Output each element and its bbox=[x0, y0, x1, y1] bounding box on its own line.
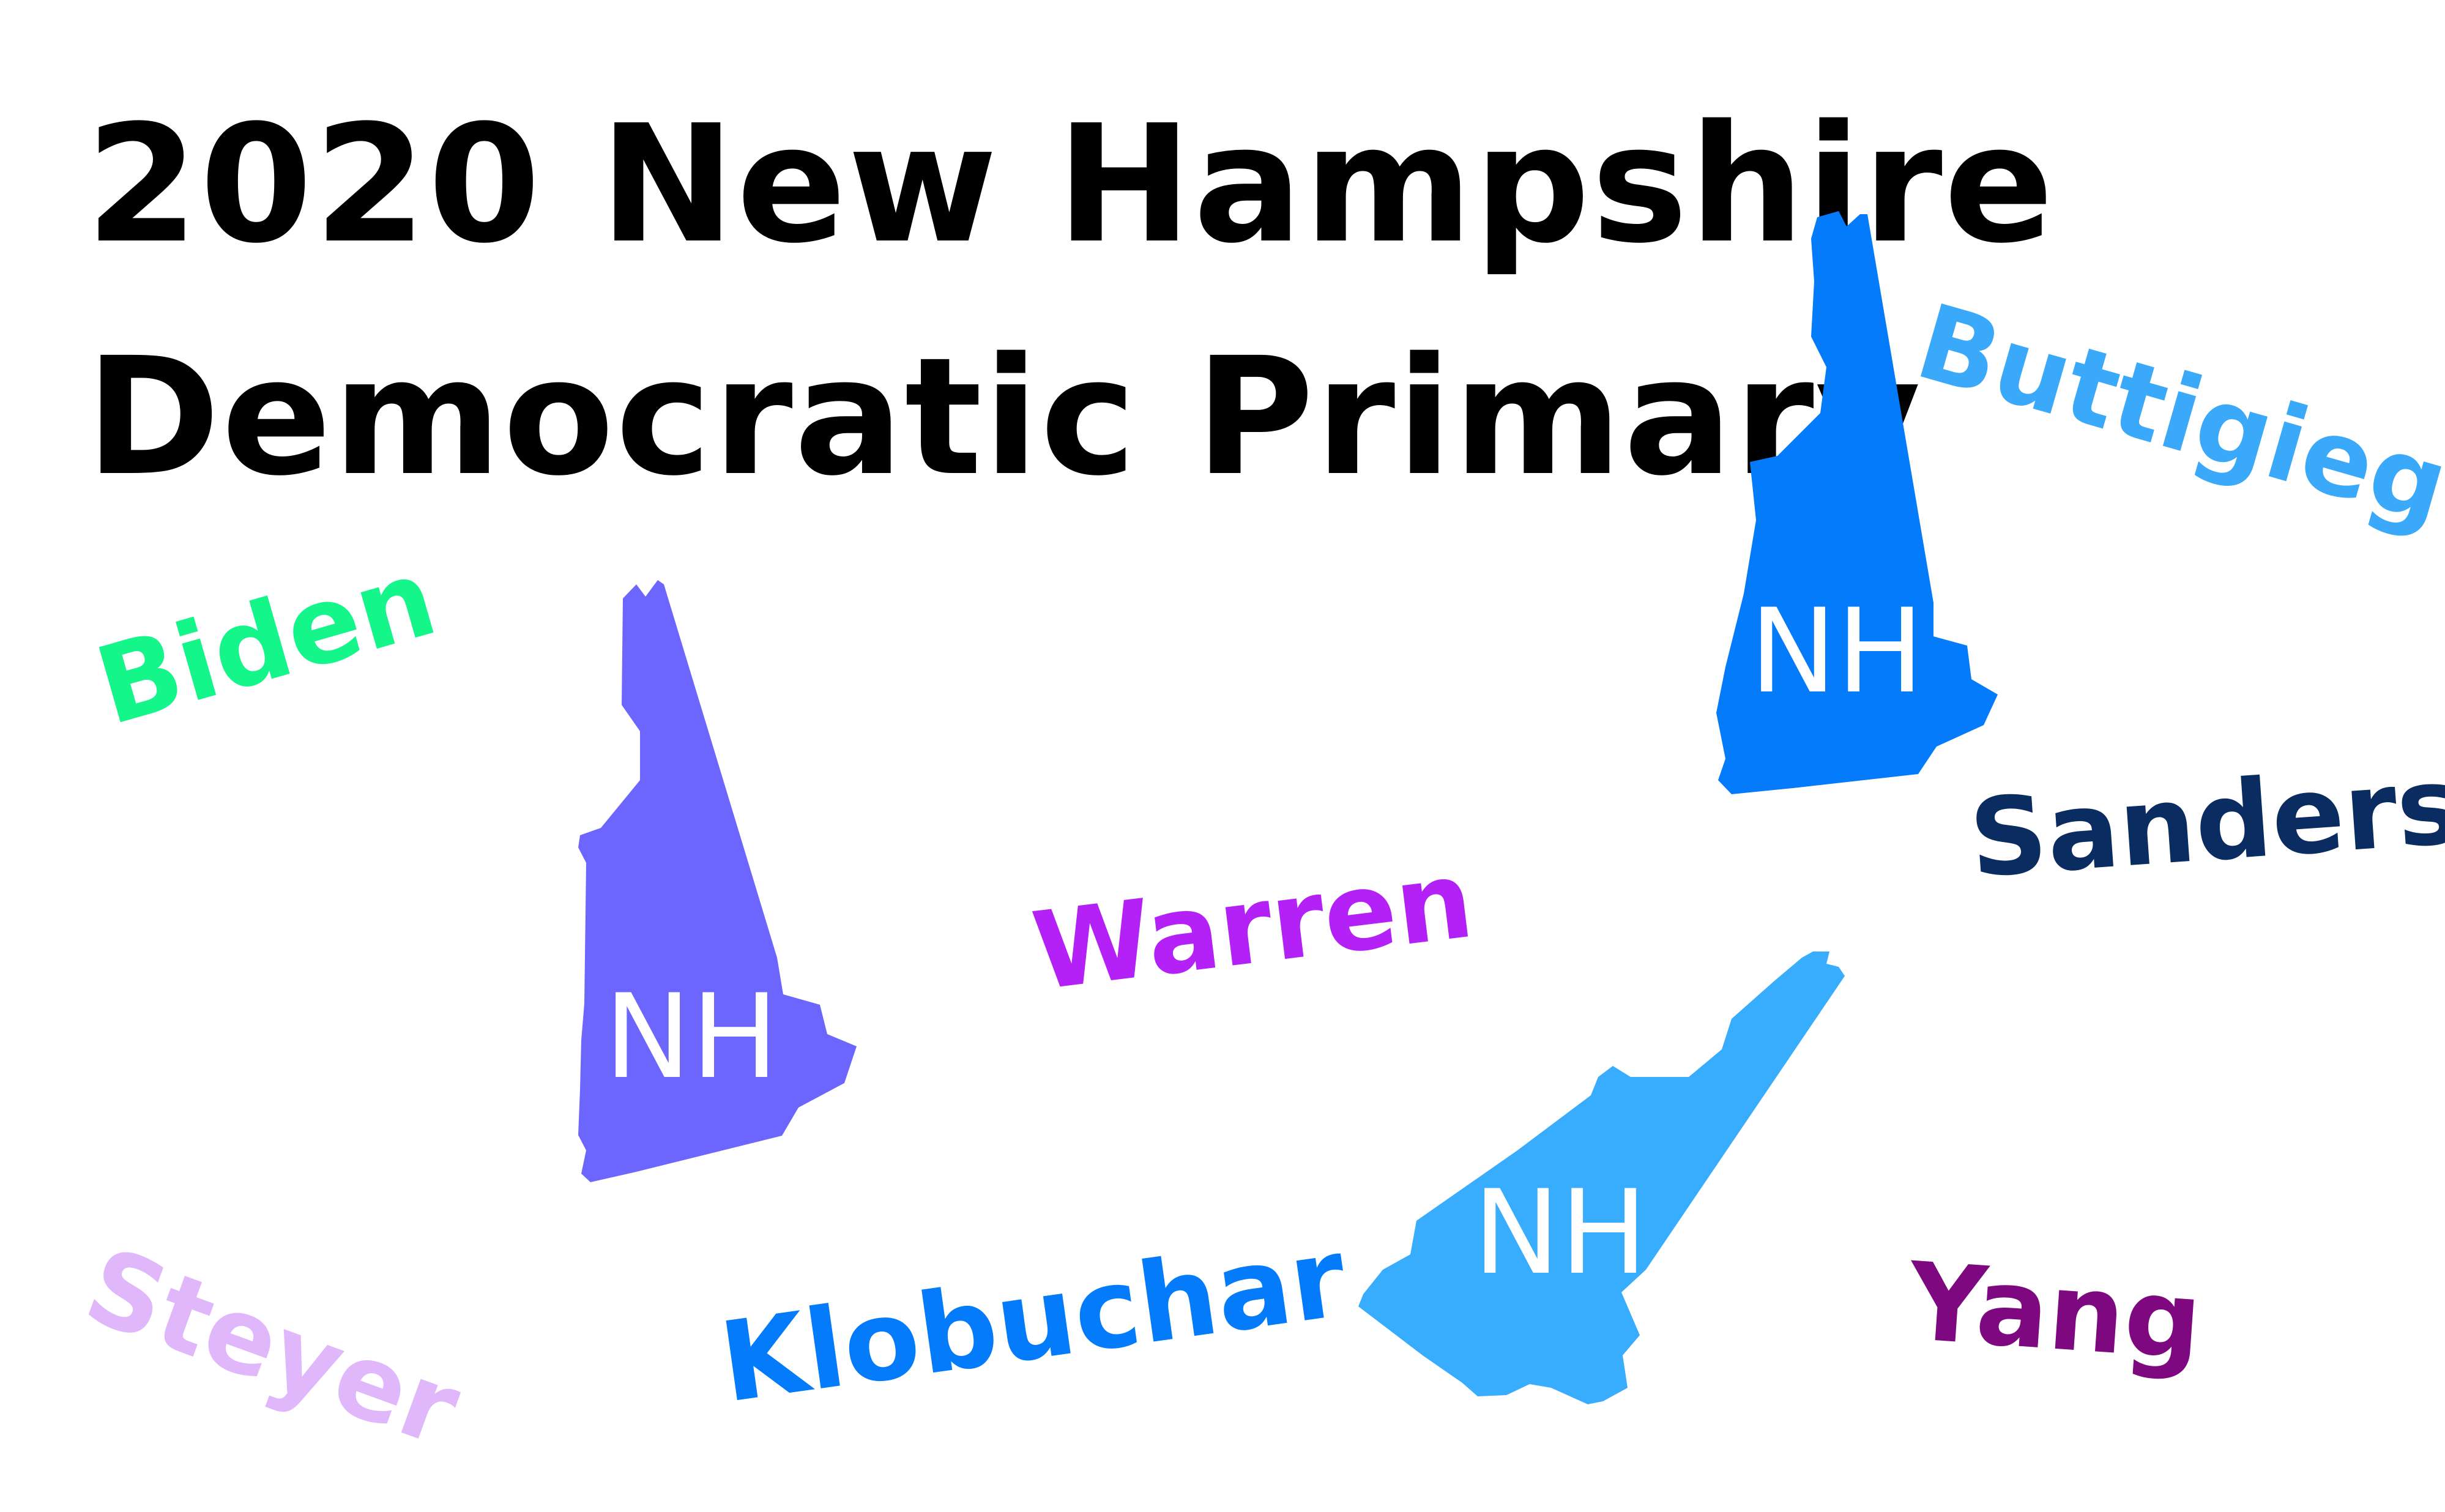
candidate-sanders: Sanders bbox=[1965, 743, 2445, 902]
nh-state-label-blue: NH bbox=[1750, 584, 1924, 719]
title-line-2: Democratic Primary bbox=[86, 323, 1922, 512]
nh-state-blue: NH bbox=[1716, 211, 1998, 794]
nh-state-shape-purple bbox=[578, 580, 857, 1182]
nh-state-shape-light-blue bbox=[1358, 952, 1845, 1404]
nh-state-light-blue: NH bbox=[1358, 952, 1845, 1404]
candidate-yang: Yang bbox=[1904, 1240, 2206, 1385]
title-line-1: 2020 New Hampshire bbox=[86, 91, 2055, 279]
nh-state-label-purple: NH bbox=[605, 969, 779, 1104]
nh-state-label-light-blue: NH bbox=[1473, 1165, 1648, 1300]
nh-state-shape-blue bbox=[1716, 211, 1998, 794]
nh-state-purple: NH bbox=[578, 580, 857, 1182]
